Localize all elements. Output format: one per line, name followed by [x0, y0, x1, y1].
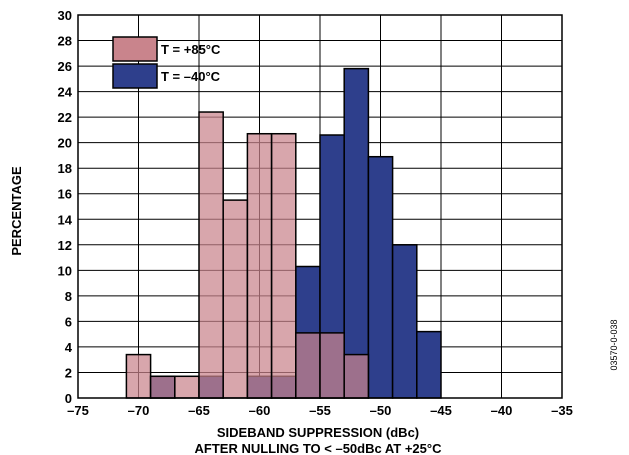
axes: [77, 14, 563, 399]
bar-series-1: [416, 330, 442, 399]
bar-series-0: [270, 132, 297, 399]
y-tick-label: 28: [58, 34, 72, 49]
bar-series-0: [125, 353, 152, 399]
y-tick-label: 10: [58, 263, 72, 278]
y-tick-label: 26: [58, 59, 72, 74]
bar-series-0: [174, 375, 200, 399]
y-tick-label: 20: [58, 136, 72, 151]
y-tick-label: 14: [58, 212, 73, 227]
bar-series-1: [391, 244, 418, 399]
x-tick-label: –65: [188, 403, 210, 418]
y-tick-label: 4: [65, 340, 73, 355]
bar-series-0: [295, 332, 321, 399]
x-axis-title-line2: AFTER NULLING TO < –50dBc AT +25°C: [195, 441, 443, 455]
y-tick-label: 8: [65, 289, 72, 304]
x-tick-labels: –75 –70 –65 –60 –55 –50 –45 –40 –35: [67, 403, 573, 418]
legend-swatch-85c: [112, 36, 158, 62]
plot-frame: [77, 14, 563, 399]
y-tick-label: 24: [58, 85, 73, 100]
bar-series-0: [222, 199, 249, 399]
x-tick-label: –70: [128, 403, 150, 418]
legend-swatch-minus40c: [112, 63, 158, 89]
y-tick-label: 6: [65, 314, 72, 329]
x-tick-label: –50: [370, 403, 392, 418]
bars: [125, 67, 442, 399]
x-tick-label: –35: [551, 403, 573, 418]
bar-series-0: [149, 375, 176, 399]
x-axis-title: SIDEBAND SUPPRESSION (dBc): [217, 425, 419, 440]
y-tick-label: 18: [58, 161, 72, 176]
bar-series-0: [343, 353, 370, 399]
x-tick-label: –45: [430, 403, 452, 418]
legend-label-85c: T = +85°C: [161, 42, 221, 57]
y-axis-title: PERCENTAGE: [9, 166, 24, 256]
x-tick-label: –40: [491, 403, 513, 418]
y-tick-label: 16: [58, 187, 72, 202]
bar-series-0: [319, 332, 345, 399]
y-tick-label: 2: [65, 365, 72, 380]
figure-id: 03570-0-038: [609, 319, 619, 370]
y-tick-label: 22: [58, 110, 72, 125]
y-tick-label: 12: [58, 238, 72, 253]
y-tick-label: 0: [65, 391, 72, 406]
bar-series-1: [367, 155, 394, 399]
legend: T = +85°C T = –40°C: [112, 36, 221, 89]
y-tick-label: 30: [58, 8, 72, 23]
legend-label-minus40c: T = –40°C: [161, 69, 221, 84]
x-tick-label: –55: [309, 403, 331, 418]
bar-series-1: [343, 67, 370, 399]
x-tick-label: –60: [249, 403, 271, 418]
bar-series-0: [246, 132, 273, 399]
bar-series-0: [198, 111, 224, 399]
x-tick-label: –75: [67, 403, 89, 418]
